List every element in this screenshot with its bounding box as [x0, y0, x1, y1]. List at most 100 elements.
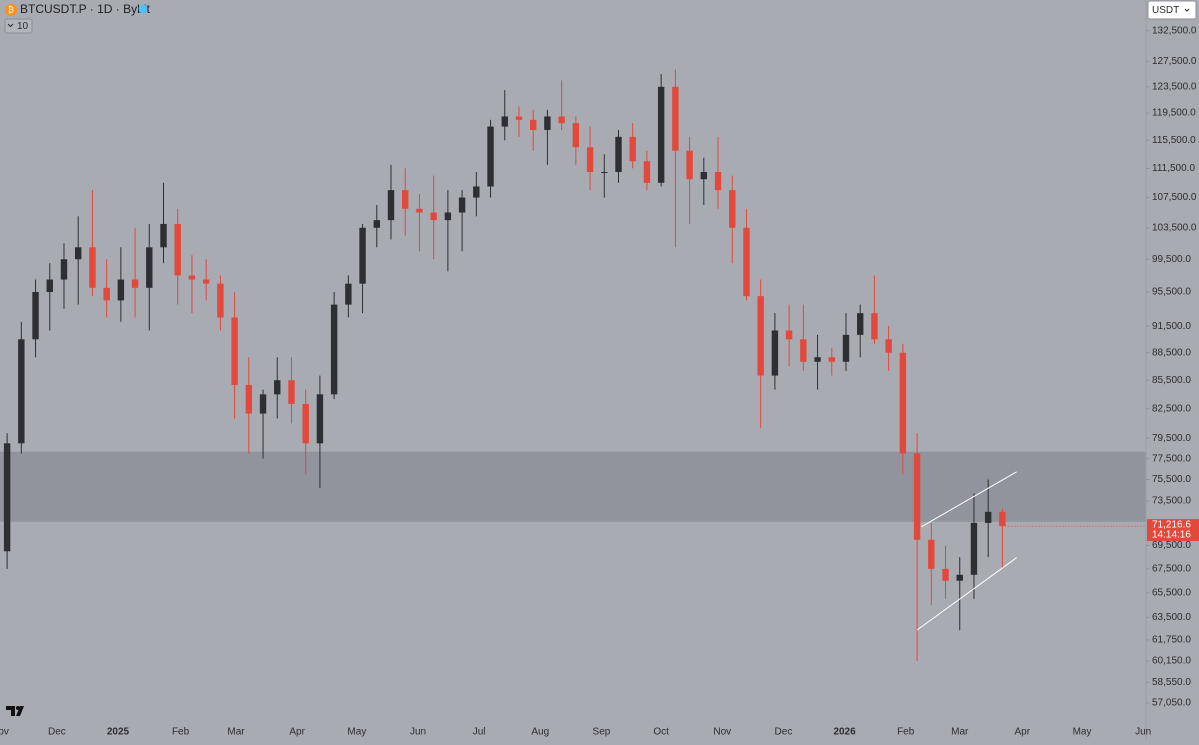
- candle-body: [842, 334, 850, 362]
- last-price-label: 71,216.6: [1152, 520, 1191, 531]
- y-tick-label: 60,150.0: [1152, 655, 1191, 666]
- logo-dot: [16, 706, 20, 710]
- y-tick-label: 85,500.0: [1152, 375, 1191, 386]
- candle-body: [743, 227, 750, 297]
- y-tick-label: 99,500.0: [1152, 254, 1191, 265]
- x-tick-label: Dec: [48, 727, 66, 738]
- candle-body: [757, 296, 764, 376]
- candle-body: [3, 443, 11, 552]
- candle-body: [814, 357, 821, 362]
- y-tick-label: 123,500.0: [1152, 81, 1197, 92]
- candle-body: [217, 283, 224, 318]
- candle-body: [18, 339, 25, 444]
- candle-body: [316, 394, 324, 444]
- candle-body: [345, 283, 352, 305]
- x-tick-label: Aug: [531, 727, 549, 738]
- live-indicator: [138, 4, 148, 14]
- candle-body: [984, 511, 992, 523]
- candle-body: [202, 279, 210, 284]
- y-tick-label: 132,500.0: [1152, 25, 1197, 36]
- y-tick-label: 57,050.0: [1152, 698, 1191, 709]
- candle-body: [32, 291, 39, 340]
- candle-body: [373, 220, 380, 228]
- y-tick-label: 91,500.0: [1152, 321, 1191, 332]
- candle-body: [657, 86, 665, 183]
- currency-box[interactable]: [1147, 0, 1197, 20]
- candle-body: [501, 116, 508, 127]
- candle-body: [387, 190, 395, 221]
- candle-body: [473, 186, 480, 198]
- countdown: 14:14:16: [1152, 530, 1191, 541]
- candle-body: [999, 511, 1006, 527]
- y-tick-label: 88,500.0: [1152, 347, 1191, 358]
- y-tick-label: 82,500.0: [1152, 403, 1191, 414]
- plot-area: [0, 69, 1146, 661]
- candle-body: [572, 123, 580, 148]
- candle-body: [60, 259, 68, 280]
- price-zone: [0, 451, 1146, 522]
- candle-body: [75, 247, 82, 260]
- candle-body: [160, 223, 167, 248]
- candle-body: [942, 568, 949, 581]
- candle-body: [857, 313, 864, 335]
- candle-body: [188, 275, 196, 280]
- candle-body: [529, 119, 537, 130]
- x-tick-label: Sep: [593, 727, 611, 738]
- candle-body: [586, 147, 594, 172]
- y-tick-label: 73,500.0: [1152, 496, 1191, 507]
- candle-body: [885, 339, 892, 353]
- y-tick-label: 79,500.0: [1152, 433, 1191, 444]
- candle-body: [274, 380, 281, 395]
- y-tick-label: 107,500.0: [1152, 192, 1197, 203]
- indicator-toggle-box[interactable]: [4, 18, 33, 34]
- candle-body: [714, 171, 722, 191]
- x-tick-label: Jun: [1135, 727, 1151, 738]
- candle-body: [899, 352, 907, 454]
- candle-body: [259, 394, 267, 414]
- x-tick-label: Feb: [172, 727, 190, 738]
- y-tick-label: 111,500.0: [1152, 163, 1195, 174]
- trendline: [916, 557, 1017, 631]
- y-tick-label: 103,500.0: [1152, 222, 1197, 233]
- candle-body: [672, 86, 679, 151]
- candle-body: [643, 161, 651, 183]
- candle-body: [146, 247, 153, 288]
- candle-body: [629, 136, 636, 162]
- currency-select[interactable]: USDT: [1147, 0, 1197, 20]
- x-tick-label: Oct: [653, 727, 669, 738]
- y-tick-label: 115,500.0: [1152, 135, 1196, 146]
- trendline: [921, 471, 1017, 528]
- y-tick-label: 77,500.0: [1152, 453, 1191, 464]
- candle-body: [359, 227, 366, 284]
- y-tick-label: 61,750.0: [1152, 635, 1191, 646]
- x-tick-label: May: [1073, 727, 1092, 738]
- candle-body: [771, 330, 779, 376]
- candle-body: [444, 212, 452, 221]
- candle-body: [330, 304, 338, 395]
- candle-body: [956, 574, 963, 581]
- y-tick-label: 58,550.0: [1152, 677, 1191, 688]
- y-tick-label: 69,500.0: [1152, 540, 1191, 551]
- x-tick-label: Mar: [951, 727, 969, 738]
- candle-body: [302, 403, 309, 444]
- candle-body: [46, 279, 53, 292]
- x-tick-label: Nov: [0, 727, 9, 738]
- x-tick-label: Nov: [713, 727, 731, 738]
- candle-body: [558, 116, 565, 124]
- candle-body: [686, 150, 693, 180]
- candle-body: [729, 190, 736, 228]
- x-tick-label: Apr: [1015, 727, 1031, 738]
- candle-body: [544, 116, 551, 130]
- candle-body: [928, 539, 935, 569]
- x-tick-label: Dec: [775, 727, 793, 738]
- coin-glyph: ₿: [8, 6, 14, 15]
- candle-body: [871, 313, 878, 340]
- last-price-box: [1147, 519, 1199, 542]
- y-tick-label: 95,500.0: [1152, 287, 1191, 298]
- candle-body: [487, 126, 494, 187]
- indicator-toggle[interactable]: 10: [4, 18, 33, 34]
- candle-body: [430, 212, 437, 221]
